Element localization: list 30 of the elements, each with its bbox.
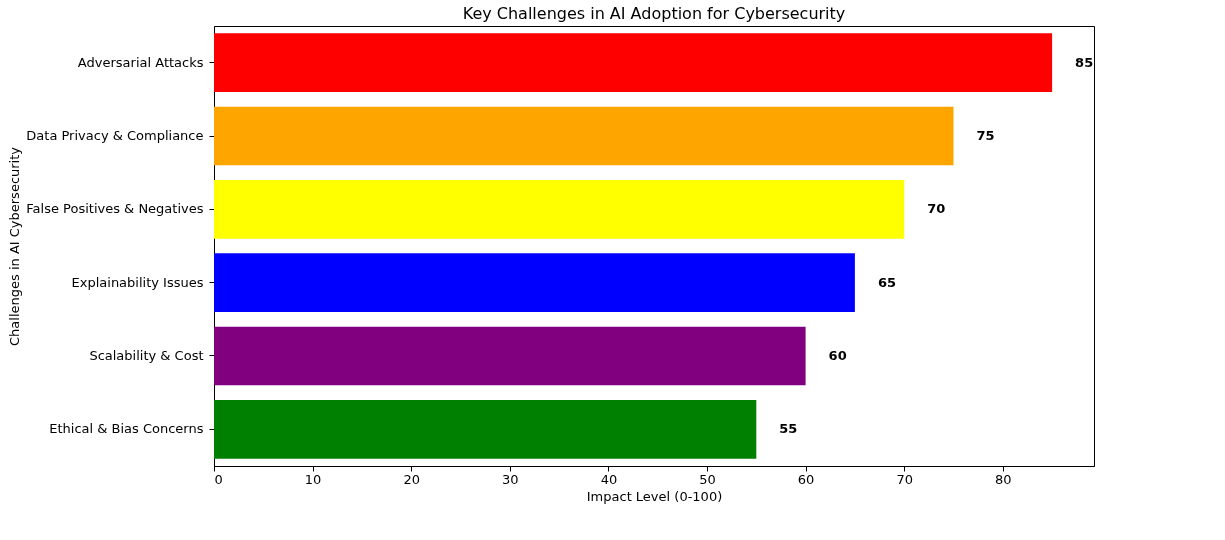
x-tick-label: 40 <box>600 471 618 487</box>
x-axis-title: Impact Level (0-100) <box>586 488 723 504</box>
data-label: 70 <box>927 201 946 217</box>
y-tick-label: Scalability & Cost <box>89 348 204 363</box>
data-label: 75 <box>976 128 995 143</box>
bar <box>214 106 954 166</box>
y-tick-label: Explainability Issues <box>71 274 204 290</box>
x-tick-label: 60 <box>797 471 815 487</box>
y-tick-label: Adversarial Attacks <box>77 54 204 70</box>
y-tick-label: Ethical & Bias Concerns <box>49 421 204 437</box>
x-tick-label: 20 <box>403 471 420 487</box>
bar <box>214 253 855 312</box>
data-label: 60 <box>828 348 847 363</box>
x-tick-label: 0 <box>214 471 223 487</box>
chart-title: Key Challenges in AI Adoption for Cybersecurity <box>462 4 846 23</box>
bar <box>214 400 757 459</box>
y-tick-label: False Positives & Negatives <box>26 201 204 217</box>
bar <box>214 33 1053 92</box>
data-label: 85 <box>1075 54 1094 70</box>
data-label: 65 <box>877 274 896 290</box>
x-tick-label: 30 <box>502 471 519 487</box>
y-tick-label: Data Privacy & Compliance <box>26 128 204 143</box>
x-tick-label: 10 <box>304 471 322 487</box>
y-axis-title: Challenges in AI Cybersecurity <box>7 146 23 347</box>
bar <box>214 326 806 386</box>
bar <box>214 180 905 239</box>
x-tick-label: 80 <box>995 471 1012 487</box>
x-tick-label: 50 <box>699 471 716 487</box>
data-label: 55 <box>779 421 798 437</box>
x-tick-label: 70 <box>896 471 913 487</box>
